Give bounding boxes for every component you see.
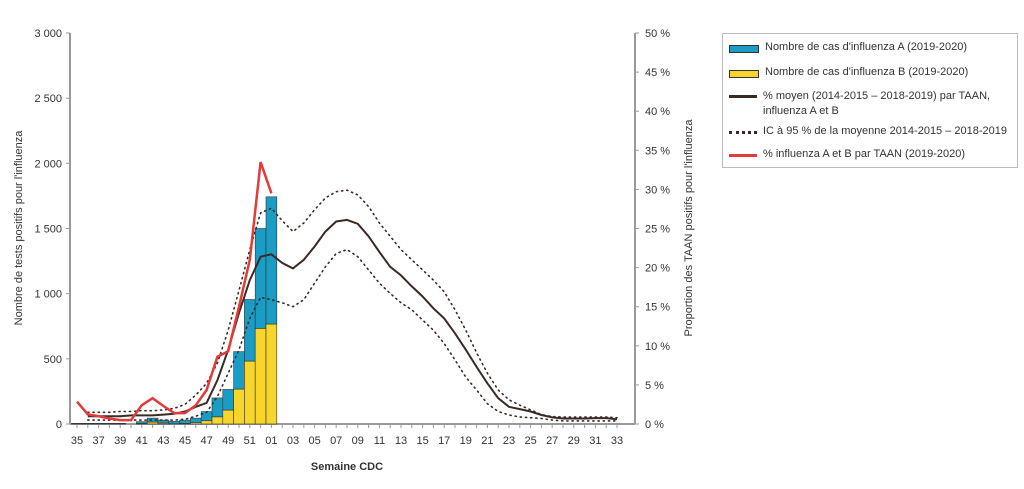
bar-influenza-b [265, 323, 278, 425]
bar-influenza-b [244, 360, 256, 425]
x-axis-label: Semaine CDC [311, 461, 383, 473]
y-left-tick-label: 500 [44, 354, 62, 366]
bar-influenza-b [222, 409, 234, 425]
x-tick-label: 05 [308, 435, 320, 447]
current-season-line [76, 161, 273, 422]
y-right-tick-label: 50 % [645, 28, 670, 40]
x-tick-label: 47 [200, 435, 212, 447]
bar-influenza-b [200, 420, 213, 425]
x-tick-label: 35 [71, 435, 83, 447]
x-tick-label: 25 [524, 435, 536, 447]
x-tick-label: 27 [546, 435, 558, 447]
legend-swatch-blue [729, 45, 759, 53]
legend-swatch-dark-line [729, 95, 757, 98]
y-left-tick-label: 0 [56, 419, 62, 431]
legend: Nombre de cas d'influenza A (2019-2020) … [722, 33, 1018, 168]
x-tick-label: 13 [395, 435, 407, 447]
bar-influenza-a [211, 397, 224, 418]
ci-upper-line [87, 189, 618, 419]
mean-line [87, 218, 618, 421]
x-tick-label: 45 [179, 435, 191, 447]
y-right-tick-label: 5 % [645, 380, 664, 392]
bar-influenza-a [265, 196, 278, 325]
legend-item-influenza-a: Nombre de cas d'influenza A (2019-2020) [729, 41, 967, 53]
bar-influenza-a [136, 421, 148, 424]
y-right-tick-label: 10 % [645, 341, 670, 353]
x-tick-label: 31 [589, 435, 601, 447]
x-tick-label: 49 [222, 435, 234, 447]
y-right-tick-label: 35 % [645, 145, 670, 157]
x-tick-label: 37 [92, 435, 104, 447]
y-right-tick-label: 15 % [645, 302, 670, 314]
y-right-tick-label: 0 % [645, 419, 664, 431]
x-tick-label: 21 [481, 435, 493, 447]
bar-influenza-a [168, 421, 180, 425]
y-right-tick-label: 20 % [645, 263, 670, 275]
x-tick-label: 39 [114, 435, 126, 447]
x-tick-label: 09 [352, 435, 364, 447]
y-right-tick-label: 25 % [645, 224, 670, 236]
x-tick-label: 15 [416, 435, 428, 447]
y-right-tick-label: 30 % [645, 184, 670, 196]
ci-lower-line [87, 248, 618, 422]
legend-swatch-dotted [729, 131, 757, 134]
y-right-tick-label: 40 % [645, 106, 670, 118]
y-left-tick-label: 1 500 [34, 224, 62, 236]
y-right-tick-label: 45 % [645, 67, 670, 79]
x-tick-label: 29 [568, 435, 580, 447]
legend-swatch-yellow [729, 70, 759, 78]
x-tick-label: 07 [330, 435, 342, 447]
y-left-tick-label: 2 500 [34, 93, 62, 105]
legend-item-red: % influenza A et B par TAAN (2019-2020) [729, 148, 965, 160]
legend-swatch-red-line [729, 154, 757, 157]
bar-influenza-b [233, 388, 245, 425]
bar-influenza-a [244, 299, 256, 362]
y-axis-right-label: Proportion des TAAN positifs pour l'infl… [683, 119, 695, 337]
legend-item-influenza-b: Nombre de cas d'influenza B (2019-2020) [729, 66, 968, 78]
x-tick-label: 11 [374, 435, 385, 447]
x-tick-label: 41 [136, 435, 148, 447]
bar-influenza-b [254, 328, 267, 425]
bar-influenza-b [211, 416, 224, 425]
bar-influenza-a [222, 389, 234, 411]
bar-influenza-a [179, 419, 191, 424]
y-axis-left-label: Nombre de tests positifs pour l'influenz… [13, 130, 25, 326]
bar-influenza-a [254, 228, 267, 329]
x-tick-label: 51 [244, 435, 256, 447]
x-tick-label: 43 [157, 435, 169, 447]
x-tick-label: 19 [460, 435, 472, 447]
x-tick-label: 03 [287, 435, 299, 447]
y-left-tick-label: 2 000 [34, 158, 62, 170]
x-tick-label: 23 [503, 435, 515, 447]
y-left-tick-label: 1 000 [34, 289, 62, 301]
x-tick-label: 17 [438, 435, 450, 447]
legend-item-mean: % moyen (2014-2015 – 2018-2019) par TAAN… [729, 89, 999, 119]
legend-item-ci: IC à 95 % de la moyenne 2014-2015 – 2018… [729, 125, 1007, 137]
x-tick-label: 33 [611, 435, 623, 447]
bar-influenza-a [190, 417, 202, 423]
x-tick-label: 01 [265, 435, 277, 447]
y-left-tick-label: 3 000 [34, 28, 62, 40]
